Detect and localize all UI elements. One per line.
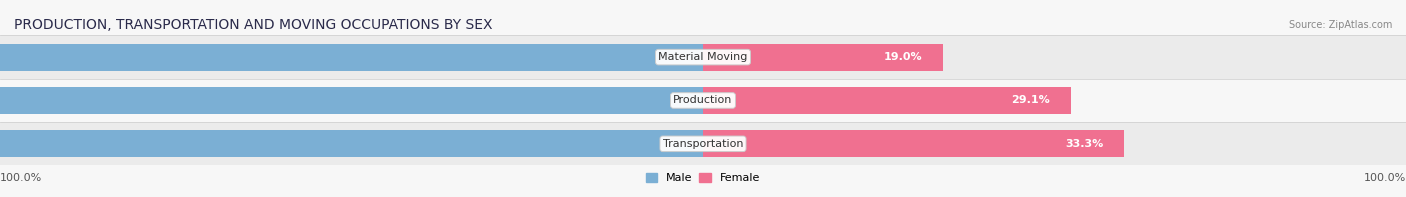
Text: 29.1%: 29.1% [1011, 96, 1050, 105]
Bar [0, 130, 703, 157]
Bar [703, 130, 1125, 157]
Text: Production: Production [673, 96, 733, 105]
Text: Source: ZipAtlas.com: Source: ZipAtlas.com [1288, 20, 1392, 30]
Text: 100.0%: 100.0% [0, 173, 42, 183]
Text: 33.3%: 33.3% [1064, 139, 1104, 149]
Bar [703, 44, 943, 71]
Bar [703, 87, 1071, 114]
Text: PRODUCTION, TRANSPORTATION AND MOVING OCCUPATIONS BY SEX: PRODUCTION, TRANSPORTATION AND MOVING OC… [14, 18, 492, 32]
Bar [0, 87, 703, 114]
Text: 19.0%: 19.0% [884, 52, 922, 62]
Legend: Male, Female: Male, Female [644, 171, 762, 186]
Bar [0, 44, 703, 71]
Text: Material Moving: Material Moving [658, 52, 748, 62]
Text: Transportation: Transportation [662, 139, 744, 149]
Text: 100.0%: 100.0% [1364, 173, 1406, 183]
